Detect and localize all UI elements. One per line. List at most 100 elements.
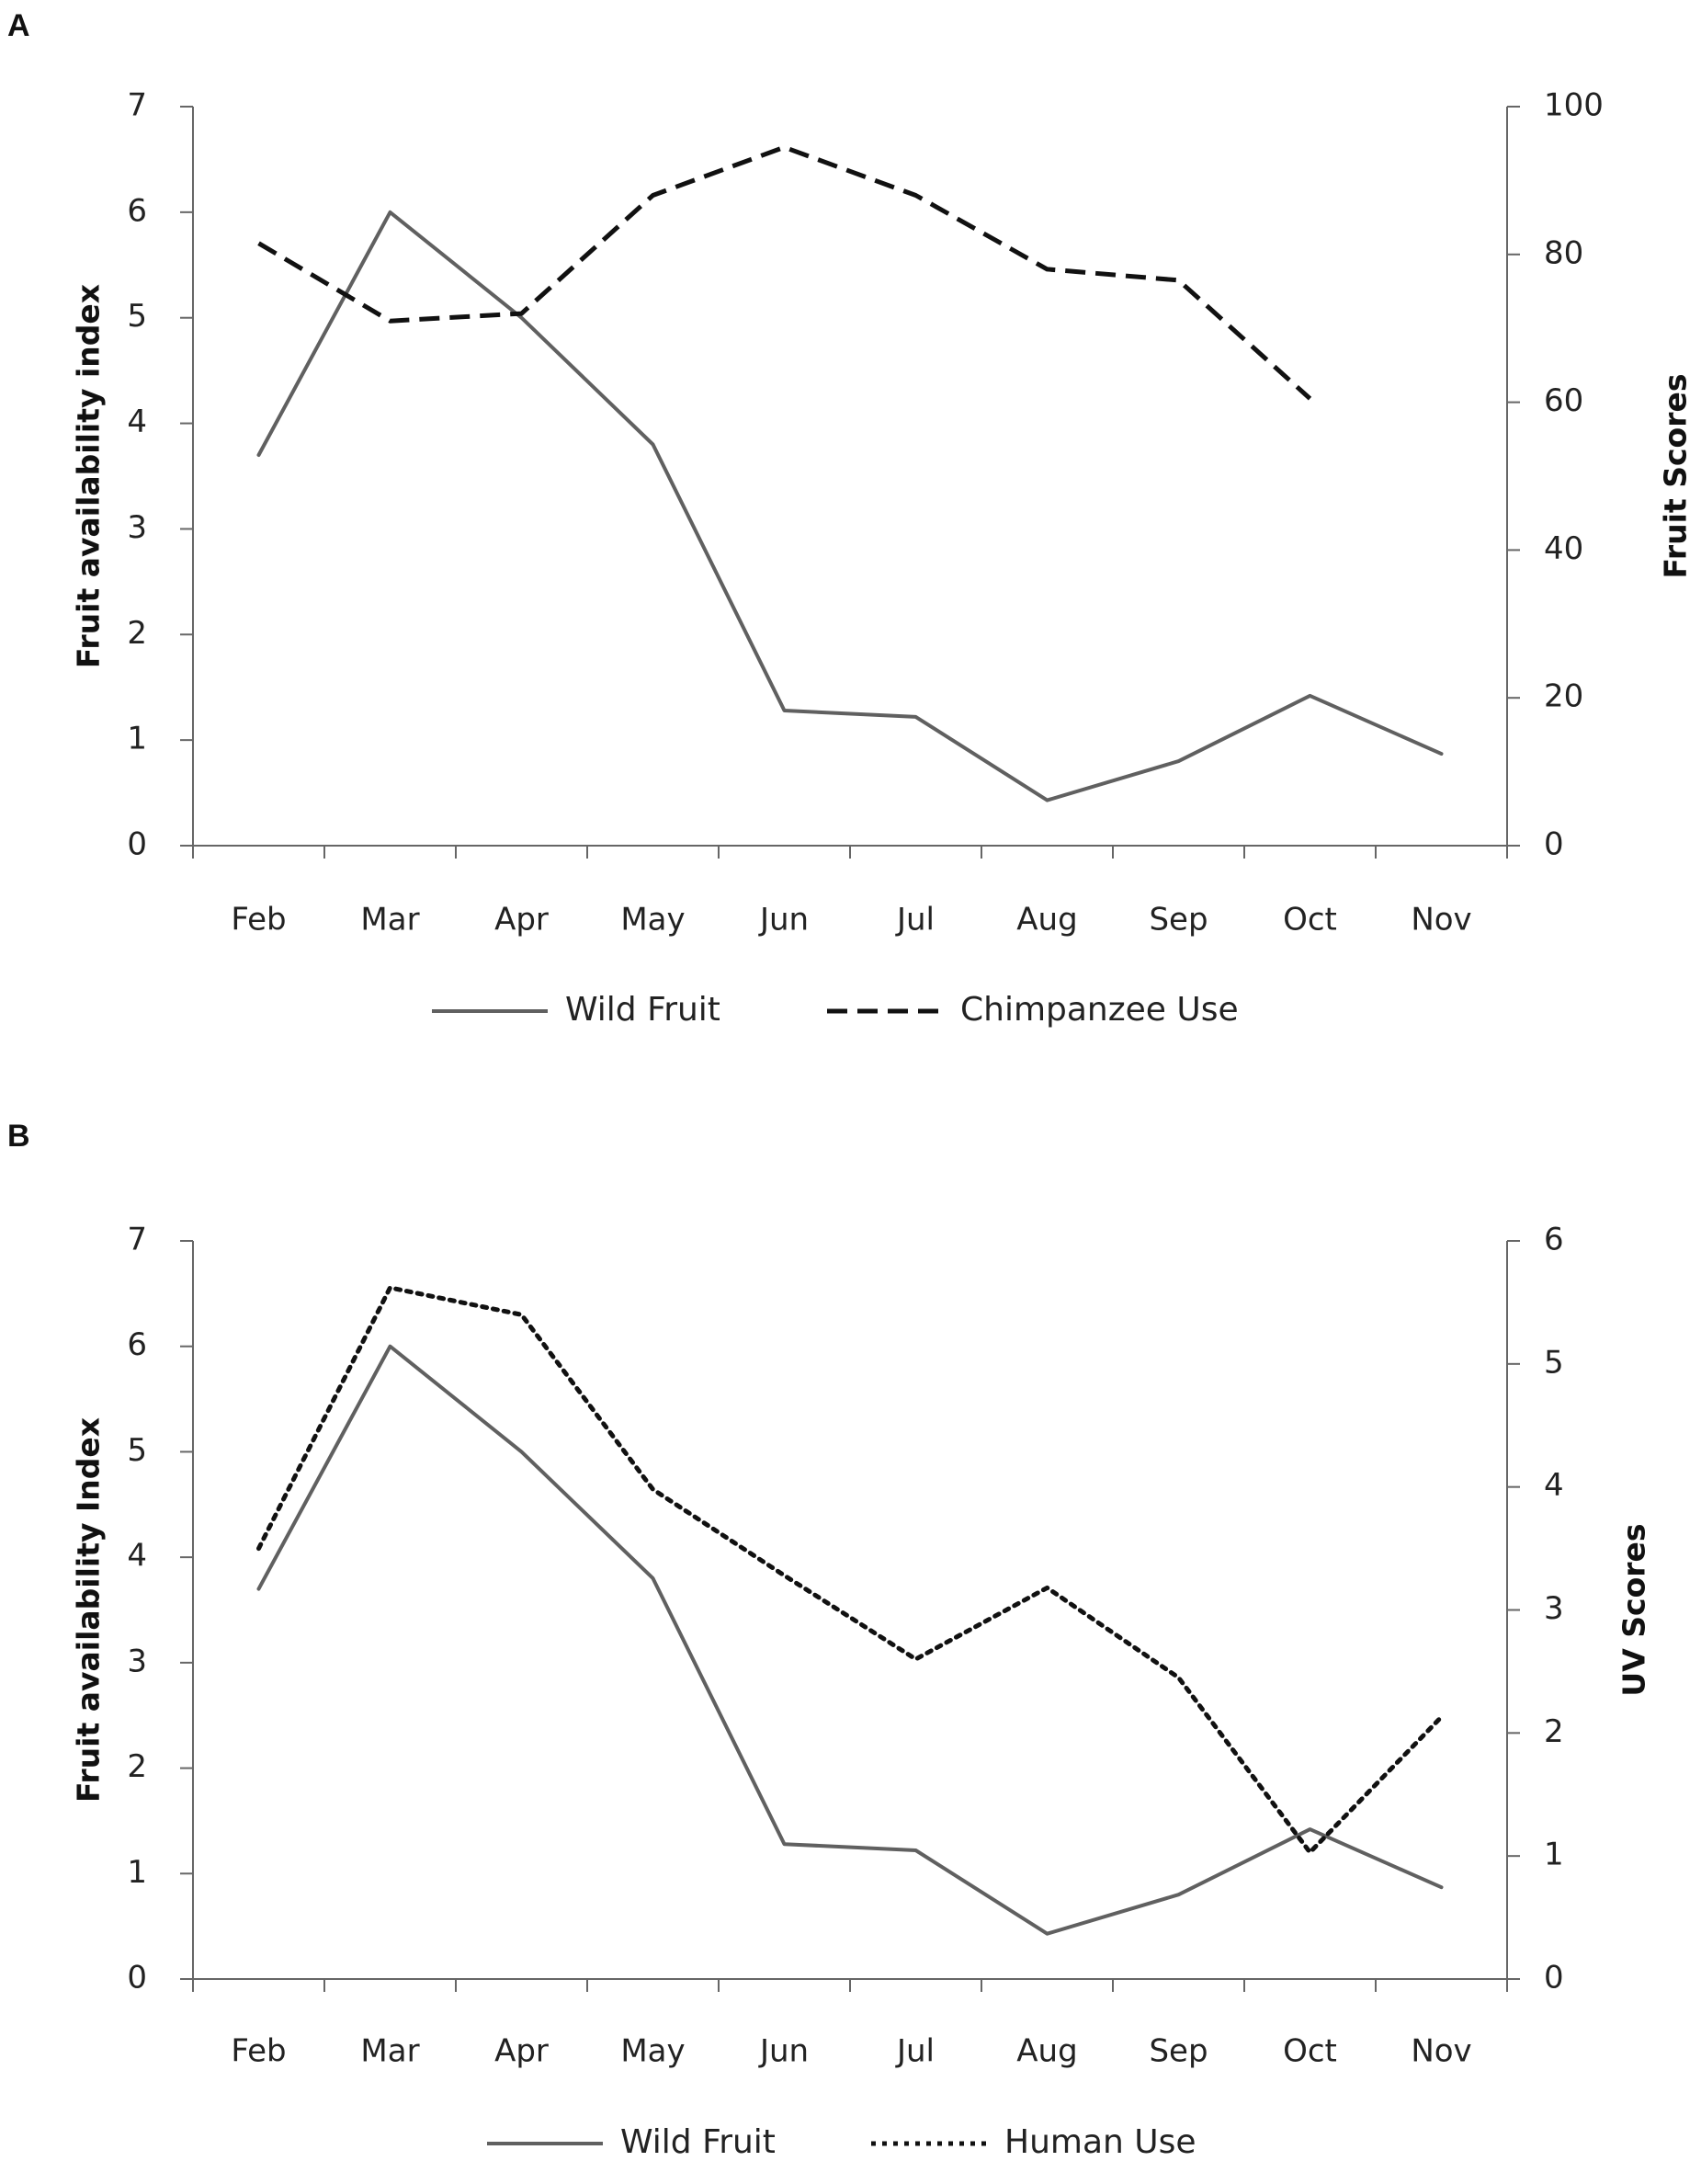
- data-point-chimpanzee-use: [652, 193, 655, 197]
- data-point-chimpanzee-use: [1046, 267, 1049, 271]
- right-tick-label: 40: [1544, 530, 1583, 567]
- right-tick-label: 100: [1544, 87, 1604, 124]
- data-point-wild-fruit: [257, 1587, 261, 1591]
- data-point-wild-fruit: [1440, 1885, 1444, 1889]
- legend-label: Human Use: [1004, 2123, 1196, 2161]
- data-point-chimpanzee-use: [389, 319, 392, 323]
- data-point-wild-fruit: [1177, 1893, 1181, 1896]
- data-point-wild-fruit: [1046, 799, 1049, 802]
- right-tick-label: 6: [1544, 1222, 1564, 1258]
- data-point-human-use: [389, 1286, 392, 1290]
- right-tick-label: 0: [1544, 1960, 1564, 1996]
- x-tick-label: Jul: [895, 2033, 935, 2070]
- left-tick-label: 1: [127, 1854, 147, 1891]
- data-point-chimpanzee-use: [1177, 279, 1181, 282]
- x-tick-label: May: [620, 2033, 685, 2070]
- right-tick-label: 20: [1544, 678, 1583, 715]
- data-point-human-use: [1440, 1715, 1444, 1719]
- x-tick-label: Apr: [494, 902, 549, 938]
- left-tick-label: 6: [127, 192, 147, 229]
- x-tick-label: Sep: [1149, 2033, 1208, 2070]
- data-point-human-use: [520, 1313, 524, 1316]
- data-point-wild-fruit: [914, 715, 918, 719]
- x-tick-label: Oct: [1283, 2033, 1337, 2070]
- data-point-chimpanzee-use: [520, 312, 524, 315]
- right-tick-label: 60: [1544, 382, 1583, 419]
- data-point-human-use: [914, 1657, 918, 1661]
- left-tick-label: 7: [127, 1222, 147, 1258]
- data-point-human-use: [1309, 1850, 1312, 1854]
- panel-letter: A: [7, 8, 30, 43]
- x-tick-label: Jun: [758, 2033, 809, 2070]
- right-tick-label: 3: [1544, 1590, 1564, 1627]
- right-axis-title: Fruit Scores: [1658, 373, 1694, 578]
- x-tick-label: Aug: [1016, 2033, 1077, 2070]
- right-tick-label: 5: [1544, 1344, 1564, 1381]
- x-tick-label: Jun: [758, 902, 809, 938]
- data-point-chimpanzee-use: [1309, 397, 1312, 401]
- x-tick-label: Mar: [360, 2033, 419, 2070]
- panel-letter: B: [7, 1119, 30, 1154]
- chart-panel-a: A 0 1 2 3 4 5 6 7 0 20 40 60 80 100 Feb Mar Apr May Jun Jul A…: [7, 8, 1694, 1029]
- right-tick-label: 1: [1544, 1837, 1564, 1873]
- x-tick-label: Feb: [231, 2033, 286, 2070]
- left-tick-label: 2: [127, 1748, 147, 1785]
- legend-label: Wild Fruit: [620, 2123, 776, 2161]
- left-axis-title: Fruit availability index: [71, 284, 107, 668]
- data-point-wild-fruit: [1046, 1932, 1049, 1936]
- right-tick-label: 4: [1544, 1467, 1564, 1504]
- data-point-wild-fruit: [914, 1848, 918, 1852]
- x-tick-label: Aug: [1016, 902, 1077, 938]
- right-tick-label: 80: [1544, 234, 1583, 271]
- right-axis-title: UV Scores: [1616, 1523, 1652, 1696]
- data-point-wild-fruit: [389, 1345, 392, 1348]
- series-line-human-use: [256, 1285, 1444, 1855]
- left-tick-label: 0: [127, 826, 147, 863]
- left-tick-label: 3: [127, 509, 147, 546]
- data-point-wild-fruit: [520, 316, 524, 320]
- series-line-chimpanzee-use: [257, 144, 1312, 401]
- data-point-chimpanzee-use: [914, 193, 918, 197]
- data-point-wild-fruit: [1440, 752, 1444, 756]
- data-point-wild-fruit: [652, 443, 655, 447]
- data-point-wild-fruit: [389, 210, 392, 214]
- x-tick-label: Mar: [360, 902, 419, 938]
- x-tick-label: May: [620, 902, 685, 938]
- data-point-wild-fruit: [520, 1450, 524, 1453]
- right-tick-label: 0: [1544, 826, 1564, 863]
- chart-panel-b: B 0 1 2 3 4 5 6 7 0 1 2 3 4 5 6 Feb Mar Apr May Jun Jul Aug Sep…: [7, 1119, 1652, 2161]
- left-tick-label: 5: [127, 1432, 147, 1469]
- x-tick-label: Sep: [1149, 902, 1208, 938]
- left-tick-label: 5: [127, 298, 147, 335]
- right-tick-label: 2: [1544, 1713, 1564, 1750]
- data-point-wild-fruit: [1309, 694, 1312, 698]
- data-point-wild-fruit: [783, 1842, 787, 1846]
- left-tick-label: 0: [127, 1960, 147, 1996]
- data-point-wild-fruit: [783, 709, 787, 712]
- x-tick-label: Jul: [895, 902, 935, 938]
- x-tick-label: Nov: [1411, 902, 1471, 938]
- series-line-wild-fruit: [256, 210, 1444, 802]
- legend-label: Wild Fruit: [565, 991, 720, 1029]
- data-point-human-use: [783, 1574, 787, 1577]
- data-point-human-use: [257, 1547, 261, 1551]
- data-point-wild-fruit: [257, 453, 261, 457]
- left-tick-label: 6: [127, 1326, 147, 1363]
- x-tick-label: Feb: [231, 902, 286, 938]
- data-point-chimpanzee-use: [783, 145, 787, 149]
- left-tick-label: 3: [127, 1643, 147, 1679]
- data-point-human-use: [1046, 1586, 1049, 1589]
- left-tick-label: 1: [127, 721, 147, 757]
- x-tick-label: Nov: [1411, 2033, 1471, 2070]
- data-point-wild-fruit: [1177, 759, 1181, 763]
- data-point-human-use: [1177, 1676, 1181, 1679]
- series-line-wild-fruit: [256, 1344, 1444, 1936]
- left-tick-label: 4: [127, 404, 147, 440]
- data-point-chimpanzee-use: [257, 242, 261, 245]
- x-tick-label: Oct: [1283, 902, 1337, 938]
- left-axis-title: Fruit availability Index: [71, 1417, 107, 1803]
- legend-label: Chimpanzee Use: [960, 991, 1239, 1029]
- data-point-wild-fruit: [1309, 1827, 1312, 1831]
- left-tick-label: 2: [127, 615, 147, 652]
